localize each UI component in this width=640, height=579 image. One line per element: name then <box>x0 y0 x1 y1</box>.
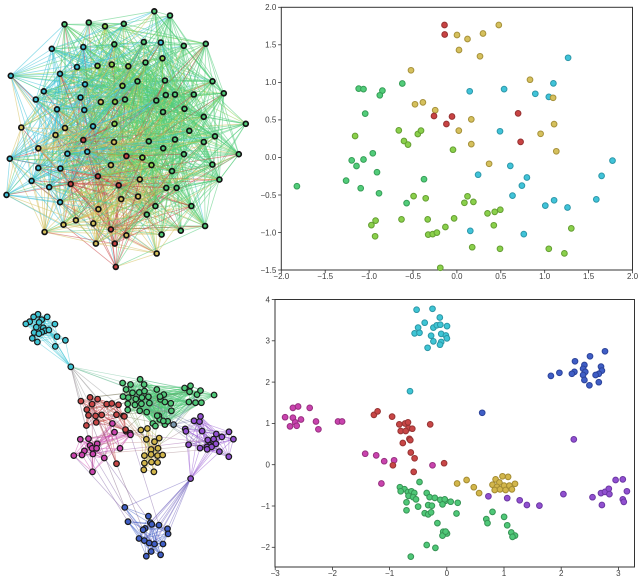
svg-text:0.0: 0.0 <box>265 153 277 162</box>
svg-text:−1: −1 <box>385 569 395 578</box>
svg-text:3: 3 <box>266 337 271 346</box>
svg-text:0.0: 0.0 <box>451 272 463 281</box>
svg-text:1: 1 <box>502 569 507 578</box>
svg-text:−1: −1 <box>261 502 271 511</box>
svg-text:−1.0: −1.0 <box>361 272 377 281</box>
svg-text:−1.5: −1.5 <box>261 266 277 275</box>
svg-text:2.0: 2.0 <box>265 3 277 12</box>
svg-text:3: 3 <box>616 569 621 578</box>
svg-text:−0.5: −0.5 <box>261 191 277 200</box>
svg-text:2: 2 <box>266 378 271 387</box>
svg-text:−2.0: −2.0 <box>273 272 289 281</box>
svg-text:−3: −3 <box>271 569 281 578</box>
svg-text:1.5: 1.5 <box>583 272 595 281</box>
svg-text:2: 2 <box>559 569 564 578</box>
svg-text:−0.5: −0.5 <box>405 272 421 281</box>
svg-text:0: 0 <box>266 461 271 470</box>
svg-text:1.0: 1.0 <box>539 272 551 281</box>
svg-text:−2: −2 <box>328 569 338 578</box>
svg-text:0: 0 <box>445 569 450 578</box>
svg-text:−2: −2 <box>261 543 271 552</box>
svg-text:0.5: 0.5 <box>495 272 507 281</box>
svg-text:4: 4 <box>266 295 271 304</box>
svg-text:1: 1 <box>266 419 271 428</box>
svg-text:1.0: 1.0 <box>265 78 277 87</box>
svg-text:0.5: 0.5 <box>265 116 277 125</box>
svg-text:−1.5: −1.5 <box>317 272 333 281</box>
svg-text:−1.0: −1.0 <box>261 228 277 237</box>
svg-text:1.5: 1.5 <box>265 41 277 50</box>
svg-text:2.0: 2.0 <box>627 272 639 281</box>
